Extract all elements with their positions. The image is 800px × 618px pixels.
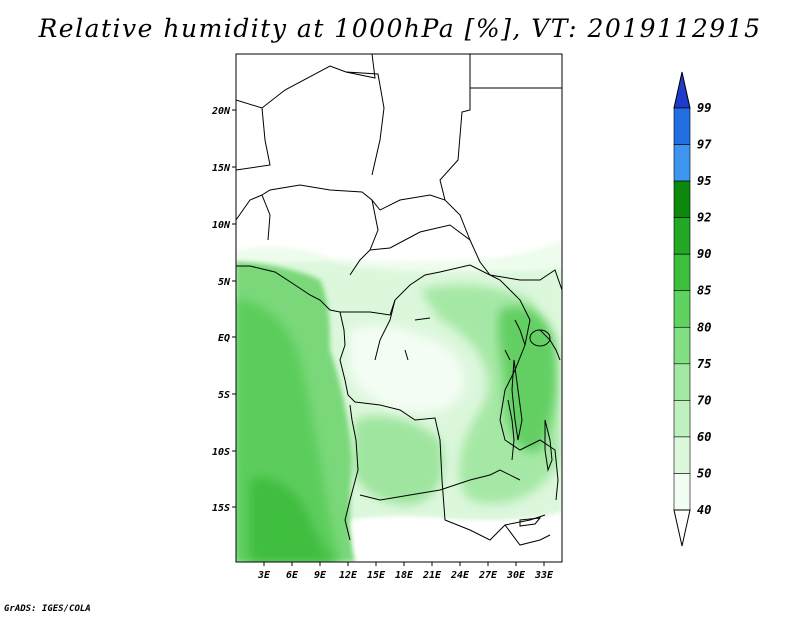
colorbar-segment — [673, 144, 691, 182]
lon-axis: 3E 6E 9E 12E 15E 18E 21E 24E 27E 30E 33E — [257, 562, 554, 581]
map-title: Relative humidity at 1000hPa [%], VT: 20… — [38, 14, 762, 43]
colorbar-segment — [673, 326, 691, 365]
colorbar-label: 92 — [697, 211, 711, 225]
colorbar: 99 97 95 92 90 85 80 75 70 60 50 40 — [673, 71, 712, 547]
colorbar-segment — [673, 290, 691, 328]
colorbar-segment — [673, 217, 691, 255]
footer-credit: GrADS: IGES/COLA — [4, 604, 91, 614]
lat-tick-label: 5S — [218, 390, 230, 401]
lon-tick-label: 15E — [367, 570, 386, 581]
lon-tick-label: 6E — [286, 570, 299, 581]
lat-tick-label: EQ — [218, 333, 230, 344]
colorbar-label: 85 — [697, 284, 711, 298]
lon-tick-label: 3E — [257, 570, 271, 581]
lat-tick-label: 10N — [212, 220, 231, 231]
country-borders — [236, 54, 562, 546]
lon-tick-label: 24E — [450, 570, 470, 581]
colorbar-segment — [673, 363, 691, 401]
colorbar-label: 97 — [697, 138, 712, 152]
colorbar-cap-bottom — [673, 509, 691, 547]
colorbar-segment — [673, 473, 691, 511]
colorbar-segment — [673, 400, 691, 438]
colorbar-cap-top — [673, 71, 691, 109]
humidity-field — [236, 54, 562, 562]
colorbar-label: 99 — [697, 101, 711, 115]
lon-tick-label: 27E — [478, 570, 498, 581]
lon-tick-label: 18E — [395, 570, 414, 581]
colorbar-label: 90 — [697, 247, 711, 261]
lat-tick-label: 5N — [218, 277, 231, 288]
colorbar-label: 40 — [697, 503, 711, 517]
colorbar-segment — [673, 180, 691, 218]
colorbar-label: 60 — [697, 430, 711, 444]
lat-tick-label: 15N — [212, 163, 231, 174]
lat-tick-label: 20N — [211, 106, 231, 117]
colorbar-label: 70 — [697, 393, 711, 407]
lon-tick-label: 21E — [422, 570, 442, 581]
colorbar-label: 95 — [697, 174, 711, 188]
colorbar-segment — [673, 253, 691, 292]
lakes — [404, 317, 553, 527]
colorbar-segment — [673, 107, 691, 145]
lon-tick-label: 9E — [314, 570, 327, 581]
colorbar-segment — [673, 436, 691, 474]
colorbar-label: 75 — [697, 357, 711, 371]
lat-tick-label: 10S — [212, 447, 230, 458]
colorbar-label: 50 — [697, 466, 711, 480]
lat-tick-label: 15S — [212, 503, 230, 514]
lon-tick-label: 33E — [534, 570, 554, 581]
lon-tick-label: 12E — [339, 570, 358, 581]
lon-tick-label: 30E — [506, 570, 526, 581]
lat-axis: 20N 15N 10N 5N EQ 5S 10S 15S — [211, 106, 236, 514]
colorbar-label: 80 — [697, 320, 711, 334]
map-frame — [235, 53, 563, 563]
